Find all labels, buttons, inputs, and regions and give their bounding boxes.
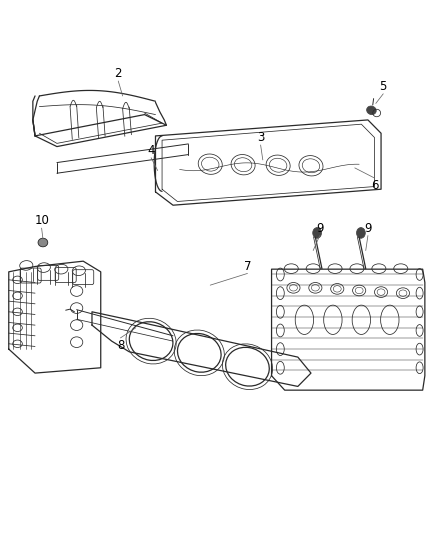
Text: 5: 5	[380, 80, 387, 93]
Text: 3: 3	[257, 131, 264, 144]
Ellipse shape	[367, 106, 376, 115]
Text: 2: 2	[114, 67, 122, 80]
Text: 4: 4	[147, 144, 155, 157]
Text: 10: 10	[34, 214, 49, 227]
Text: 7: 7	[244, 260, 251, 273]
Text: 8: 8	[117, 339, 124, 352]
Circle shape	[357, 228, 365, 238]
Text: 9: 9	[316, 222, 324, 235]
Circle shape	[313, 228, 321, 238]
Text: 6: 6	[371, 179, 378, 192]
Ellipse shape	[38, 238, 48, 247]
Text: 9: 9	[364, 222, 372, 235]
